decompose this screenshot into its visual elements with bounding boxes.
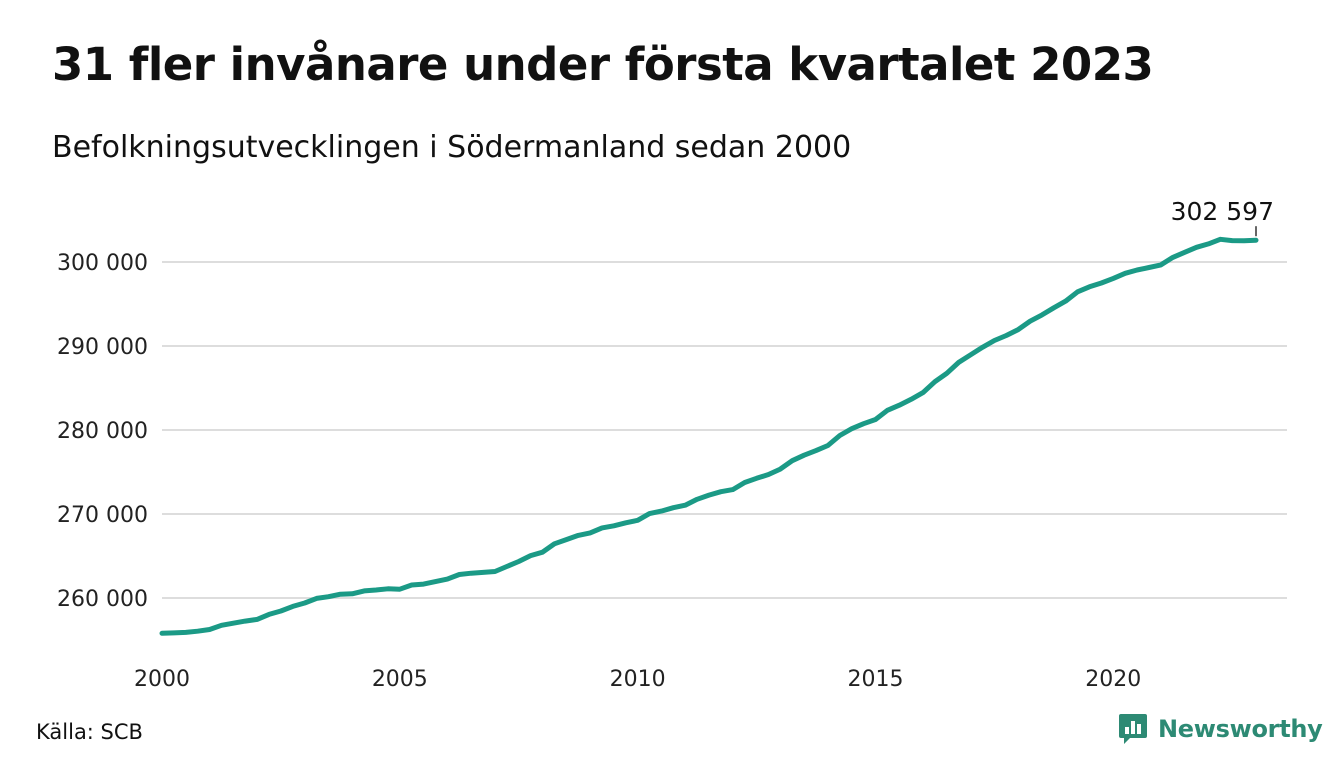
x-axis-tick-labels: 2000 2005 2010 2015 2020: [134, 667, 1141, 692]
y-tick-label: 290 000: [57, 335, 148, 360]
grid-lines: [162, 261, 1287, 599]
x-tick-label: 2000: [134, 667, 190, 692]
source-note: Källa: SCB: [36, 720, 143, 744]
chart-title: 31 fler invånare under första kvartalet …: [52, 38, 1154, 91]
x-tick-label: 2015: [847, 667, 903, 692]
annotation-layer: 302 597: [1171, 197, 1274, 237]
brand-logo: Newsworthy: [1118, 712, 1323, 746]
x-tick-label: 2010: [610, 667, 666, 692]
x-tick-label: 2005: [372, 667, 428, 692]
population-line: [159, 236, 1259, 636]
chart-subtitle: Befolkningsutvecklingen i Södermanland s…: [52, 130, 852, 165]
newsworthy-logo-icon: [1119, 714, 1147, 744]
y-axis-tick-labels: 260 000 270 000 280 000 290 000 300 000: [57, 251, 148, 612]
y-tick-label: 270 000: [57, 503, 148, 528]
y-tick-label: 300 000: [57, 251, 148, 276]
brand-name: Newsworthy: [1158, 715, 1323, 743]
y-tick-label: 260 000: [57, 587, 148, 612]
line-chart: 260 000 270 000 280 000 290 000 300 000 2000…: [57, 197, 1287, 692]
series-layer: [159, 236, 1259, 636]
x-tick-label: 2020: [1085, 667, 1141, 692]
last-value-label: 302 597: [1171, 197, 1274, 226]
y-tick-label: 280 000: [57, 419, 148, 444]
